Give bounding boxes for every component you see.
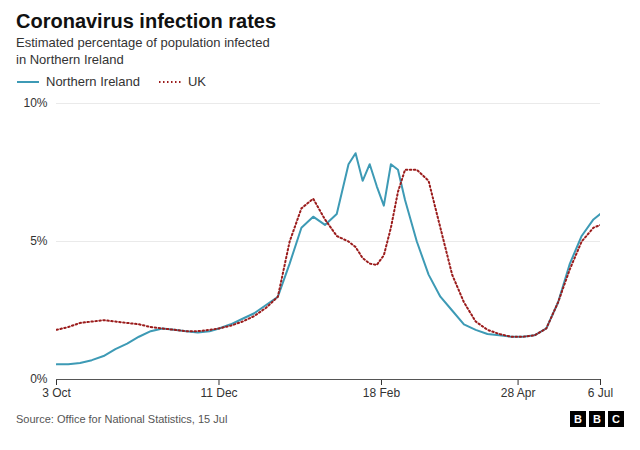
svg-text:5%: 5% [30, 234, 48, 248]
svg-text:6 Jul: 6 Jul [588, 386, 613, 400]
html-text:Estimated percentage of popula: Estimated percentage of population infec… [16, 35, 270, 50]
svg-text:0%: 0% [30, 372, 48, 386]
svg-text:10%: 10% [23, 96, 47, 110]
html-text:C: C [612, 413, 620, 425]
svg-text:28 Apr: 28 Apr [501, 386, 536, 400]
html-text:B: B [593, 413, 601, 425]
svg-text:3 Oct: 3 Oct [42, 386, 71, 400]
html-text:Coronavirus infection rates: Coronavirus infection rates [16, 10, 277, 32]
html-text:UK: UK [188, 74, 206, 89]
html-text:in Northern Ireland: in Northern Ireland [16, 52, 124, 67]
svg-text:11 Dec: 11 Dec [200, 386, 237, 400]
html-text:Source: Office for National St: Source: Office for National Statistics, … [16, 413, 228, 425]
html-text:Northern Ireland: Northern Ireland [46, 74, 140, 89]
html-text:B: B [574, 413, 582, 425]
svg-text:18 Feb: 18 Feb [363, 386, 401, 400]
